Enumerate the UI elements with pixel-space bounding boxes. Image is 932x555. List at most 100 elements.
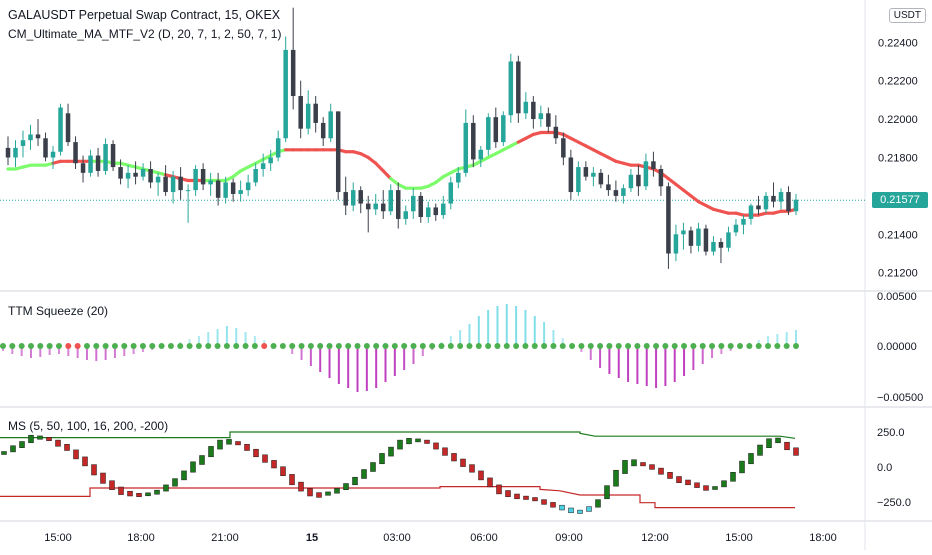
ms-bar (793, 447, 799, 456)
ms-bar (244, 444, 250, 451)
candle-body (403, 211, 409, 219)
price-tick-label: 0.22000 (878, 114, 918, 126)
squeeze-dot (0, 343, 6, 349)
squeeze-dot (643, 343, 650, 349)
squeeze-dot (783, 343, 790, 349)
ms-bar (784, 441, 790, 451)
squeeze-dot (429, 343, 436, 349)
candle-body (110, 144, 116, 168)
squeeze-dot (373, 343, 380, 349)
ms-bar (271, 460, 277, 469)
ms-bar (433, 442, 439, 450)
ms-bar (577, 509, 583, 514)
candle-body (463, 122, 469, 173)
ms-bar (640, 462, 646, 467)
squeeze-dot (569, 343, 576, 349)
candle-body (658, 169, 664, 187)
ms-bar (541, 499, 547, 505)
squeeze-dot (485, 343, 492, 349)
ms-pane-label[interactable]: MS (5, 50, 100, 16, 200, -200) (8, 419, 169, 433)
candle-body (268, 157, 273, 164)
squeeze-dot (550, 343, 557, 349)
squeeze-pane-label[interactable]: TTM Squeeze (20) (8, 304, 109, 318)
candle-body (703, 228, 709, 252)
ms-bar (100, 472, 106, 484)
ms-bar (1, 451, 7, 455)
candle-body (613, 190, 619, 196)
candle-body (726, 232, 731, 248)
squeeze-dot (205, 343, 212, 349)
squeeze-dot (167, 343, 174, 349)
candle-body (411, 195, 416, 212)
ms-bar (298, 481, 304, 492)
time-tick-label: 15:00 (44, 532, 72, 544)
candle-body (478, 149, 484, 160)
squeeze-dot (93, 343, 100, 349)
ms-bar (217, 439, 223, 450)
candle-body (591, 172, 596, 177)
candle-body (208, 180, 213, 185)
candle-body (238, 190, 243, 194)
candle-body (305, 103, 311, 129)
ms-bar (280, 466, 286, 476)
squeeze-dot (625, 343, 632, 349)
squeeze-dot (270, 343, 277, 349)
squeeze-dot (223, 343, 230, 349)
ms-bar (730, 472, 736, 482)
symbol-title[interactable]: GALAUSDT Perpetual Swap Contract, 15, OK… (8, 8, 281, 22)
ms-bar (766, 438, 772, 448)
candle-body (365, 203, 371, 210)
ms-bar (469, 464, 475, 473)
candle-body (373, 203, 378, 210)
ms-bar (775, 437, 781, 444)
squeeze-dot (37, 343, 44, 349)
squeeze-dot (438, 343, 445, 349)
candle-body (733, 224, 739, 233)
ms-bar (685, 479, 691, 486)
ma-segment (381, 169, 393, 181)
ms-bar (226, 439, 232, 445)
candle-body (290, 49, 296, 97)
squeeze-dot (139, 343, 146, 349)
ms-bar (676, 476, 682, 483)
ms-bar (460, 458, 466, 467)
time-tick-label: 06:00 (470, 532, 498, 544)
squeeze-dot (391, 343, 398, 349)
candle-body (245, 182, 251, 191)
candle-body (628, 174, 634, 189)
candle-body (298, 96, 303, 129)
squeeze-dot (251, 343, 258, 349)
squeeze-dot (774, 343, 781, 349)
candle-body (358, 190, 363, 204)
squeeze-dot (102, 343, 109, 349)
candle-body (538, 113, 544, 120)
squeeze-dot (242, 343, 249, 349)
candle-body (696, 228, 701, 246)
squeeze-dot (531, 343, 538, 349)
ms-bar (190, 461, 196, 473)
squeeze-dot (74, 343, 81, 349)
squeeze-dot (737, 343, 744, 349)
squeeze-histogram (2, 304, 797, 392)
ms-bar (181, 470, 187, 481)
ma-indicator-label[interactable]: CM_Ultimate_MA_MTF_V2 (D, 20, 7, 1, 2, 5… (8, 27, 282, 41)
ms-bar (406, 438, 412, 445)
candle-body (193, 169, 198, 191)
ms-bar (496, 484, 502, 495)
squeeze-dot (317, 343, 324, 349)
ms-bar (514, 493, 520, 500)
squeeze-dot (559, 343, 566, 349)
candlestick-series (5, 7, 799, 269)
squeeze-dot (233, 343, 240, 349)
squeeze-dot (522, 343, 529, 349)
ms-bar (379, 453, 385, 465)
candle-body (20, 140, 26, 146)
ms-bar (199, 455, 205, 465)
candle-body (185, 190, 191, 192)
ms-tick-label: 0.0 (877, 462, 892, 474)
candle-body (598, 172, 604, 185)
currency-unit-label[interactable]: USDT (888, 8, 926, 23)
squeeze-tick-label: 0.00500 (877, 291, 917, 303)
